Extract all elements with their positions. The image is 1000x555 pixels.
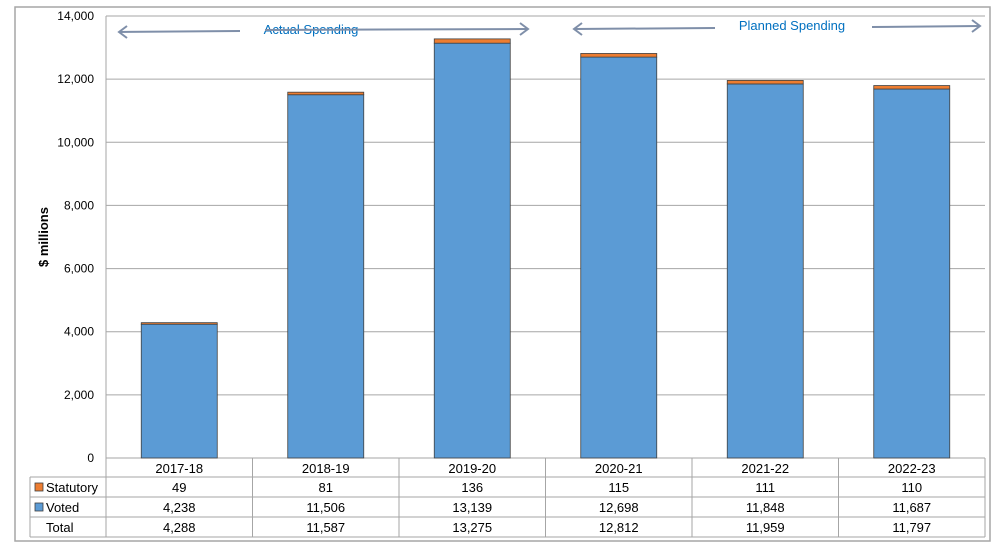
legend-label-voted: Voted [46, 500, 79, 515]
bar-statutory-2018-19 [287, 91, 365, 96]
actual-right-arrow [264, 28, 529, 31]
planned-right-arrow [871, 25, 981, 28]
planned-spending-label: Planned Spending [739, 18, 845, 33]
bar-statutory-2021-22 [726, 80, 804, 85]
x-tick-label: 2020-21 [595, 461, 643, 476]
y-axis-label: $ millions [36, 207, 51, 267]
y-tick-label: 0 [87, 451, 94, 465]
table-cell-total: 11,797 [892, 520, 931, 535]
table-cell-statutory: 115 [608, 480, 629, 495]
x-tick-label: 2022-23 [888, 461, 936, 476]
y-tick-label: 2,000 [64, 388, 94, 402]
bar-statutory-2022-23 [873, 85, 951, 90]
planned-left-arrowhead [572, 22, 583, 36]
table-cell-voted: 11,506 [306, 500, 345, 515]
actual-right-arrowhead [519, 22, 530, 36]
table-cell-total: 11,959 [746, 520, 785, 535]
bar-voted-2021-22 [726, 83, 804, 459]
table-cell-voted: 11,687 [892, 500, 931, 515]
bar-voted-2020-21 [580, 56, 658, 459]
x-tick-label: 2019-20 [448, 461, 496, 476]
table-cell-total: 11,587 [306, 520, 345, 535]
bars [140, 38, 951, 459]
planned-left-arrow [573, 27, 716, 30]
bar-voted-2022-23 [873, 88, 951, 459]
y-tick-label: 14,000 [57, 9, 94, 23]
table-cell-statutory: 136 [461, 480, 483, 495]
table-cell-total: 12,812 [599, 520, 639, 535]
bar-statutory-2019-20 [433, 38, 511, 44]
bar-voted-2017-18 [140, 323, 218, 459]
actual-left-arrowhead [117, 25, 128, 39]
y-tick-label: 10,000 [57, 135, 94, 149]
table-row-label-total: Total [46, 520, 74, 535]
actual-left-arrow [118, 30, 241, 33]
x-tick-label: 2018-19 [302, 461, 350, 476]
bar-voted-2019-20 [433, 42, 511, 459]
table-cell-voted: 13,139 [452, 500, 492, 515]
table-cell-statutory: 49 [172, 480, 186, 495]
legend-swatch-statutory [34, 482, 44, 492]
bar-statutory-2020-21 [580, 53, 658, 58]
y-tick-label: 4,000 [64, 325, 94, 339]
bar-voted-2018-19 [287, 94, 365, 459]
y-axis-ticks: 0 2,000 4,000 6,000 8,000 10,000 12,000 14,000 [57, 9, 94, 465]
y-tick-label: 6,000 [64, 262, 94, 276]
data-table: 2017-18 2018-19 2019-20 2020-21 2021-22 2022-… [29, 458, 986, 538]
table-cell-total: 4,288 [163, 520, 196, 535]
y-tick-label: 12,000 [57, 72, 94, 86]
x-tick-label: 2021-22 [741, 461, 789, 476]
table-cell-voted: 12,698 [599, 500, 639, 515]
y-tick-label: 8,000 [64, 198, 94, 212]
spending-annotations: Actual Spending Planned Spending [117, 18, 982, 39]
table-cell-total: 13,275 [452, 520, 492, 535]
legend-label-statutory: Statutory [46, 480, 99, 495]
table-cell-statutory: 111 [755, 480, 775, 495]
x-tick-label: 2017-18 [155, 461, 203, 476]
bar-statutory-2017-18 [140, 322, 218, 325]
legend-swatch-voted [34, 502, 44, 512]
planned-right-arrowhead [971, 19, 982, 33]
table-cell-statutory: 81 [319, 480, 333, 495]
table-cell-voted: 4,238 [163, 500, 196, 515]
table-cell-statutory: 110 [901, 480, 922, 495]
table-cell-voted: 11,848 [746, 500, 785, 515]
